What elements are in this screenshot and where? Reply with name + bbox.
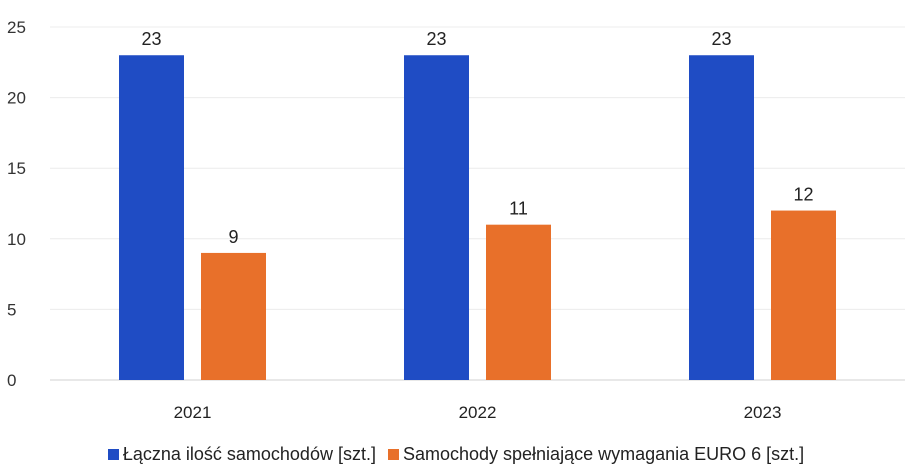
- bar-total-2021: [119, 55, 184, 381]
- data-label: 11: [509, 199, 528, 219]
- bar-euro6-2023: [771, 210, 836, 380]
- legend-label-euro6: Samochody spełniające wymagania EURO 6 […: [402, 444, 805, 464]
- x-tick-label: 2021: [174, 403, 212, 422]
- legend-item-total: Łączna ilość samochodów [szt.]: [107, 444, 376, 465]
- data-label: 23: [711, 29, 731, 49]
- y-tick-label: 25: [7, 18, 26, 37]
- legend: Łączna ilość samochodów [szt.] Samochody…: [0, 444, 912, 465]
- bars: [119, 55, 836, 381]
- data-labels: 23 9 23 11 23 12: [141, 29, 813, 247]
- y-tick-label: 15: [7, 159, 26, 178]
- data-label: 9: [228, 227, 238, 247]
- gridlines: [50, 26, 905, 381]
- bar-total-2023: [689, 55, 754, 381]
- data-label: 23: [141, 29, 161, 49]
- x-axis: 2021 2022 2023: [174, 403, 782, 422]
- y-tick-label: 5: [7, 300, 16, 319]
- y-tick-label: 10: [7, 230, 26, 249]
- bar-chart: 0 5 10 15 20 25 23 9 23 11 23 12 2021 2022 2023: [7, 18, 905, 422]
- x-tick-label: 2022: [459, 403, 497, 422]
- bar-total-2022: [404, 55, 469, 381]
- legend-label-total: Łączna ilość samochodów [szt.]: [122, 444, 376, 464]
- y-tick-label: 0: [7, 371, 16, 390]
- legend-swatch-total: [107, 449, 119, 460]
- y-tick-label: 20: [7, 89, 26, 108]
- legend-item-euro6: Samochody spełniające wymagania EURO 6 […: [387, 444, 805, 465]
- data-label: 12: [793, 185, 813, 205]
- x-tick-label: 2023: [744, 403, 782, 422]
- legend-swatch-euro6: [387, 449, 399, 460]
- y-axis: 0 5 10 15 20 25: [7, 18, 26, 390]
- data-label: 23: [426, 29, 446, 49]
- bar-euro6-2022: [486, 224, 551, 380]
- bar-euro6-2021: [201, 252, 266, 380]
